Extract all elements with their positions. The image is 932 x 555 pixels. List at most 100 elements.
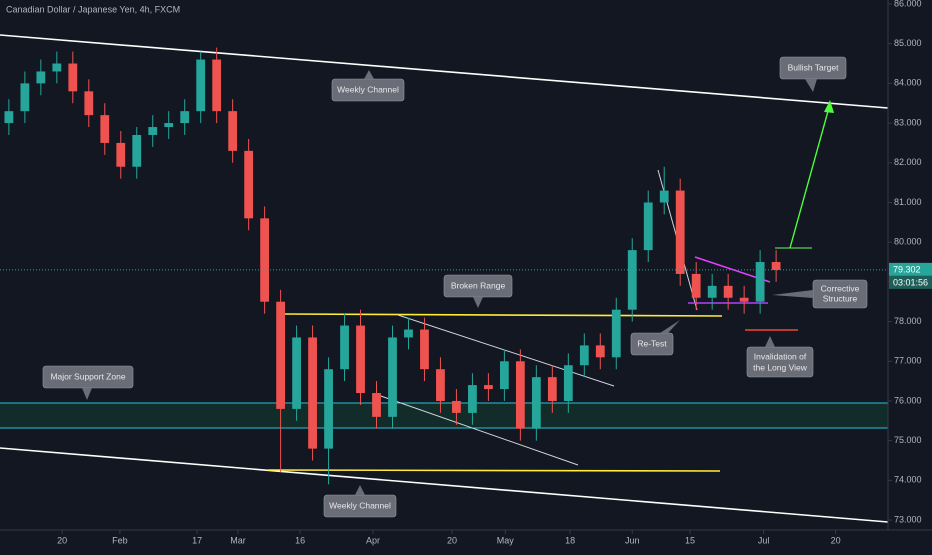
note-box	[630, 332, 674, 356]
candle-body	[627, 250, 637, 310]
flag-line	[397, 314, 615, 387]
x-tick-label: 17	[192, 535, 202, 545]
countdown-label: 03:01:56	[893, 277, 928, 287]
arrow-head	[824, 100, 834, 113]
candle-body	[20, 83, 30, 112]
x-tick-label: 20	[447, 535, 457, 545]
candle-body	[691, 273, 701, 298]
candle-body	[659, 190, 669, 203]
candle-body	[52, 63, 62, 72]
x-tick-label: 18	[565, 535, 575, 545]
candle-body	[723, 285, 733, 298]
candle-body	[372, 393, 381, 417]
candle-body	[164, 123, 174, 128]
x-tick-label: Feb	[112, 535, 128, 545]
last-price-box	[889, 262, 932, 276]
candle-body	[579, 345, 589, 366]
candle-body	[436, 369, 445, 401]
note-text: the Long View	[753, 362, 808, 372]
candle-body	[276, 301, 286, 409]
y-tick-label: 75.000	[894, 435, 922, 445]
note-text: Bullish Target	[788, 62, 840, 72]
candle-body	[388, 337, 397, 417]
candle-body	[180, 111, 190, 124]
note-text: Invalidation of	[754, 351, 807, 361]
note: Major Support Zone	[42, 365, 134, 400]
candle-body	[531, 377, 541, 429]
y-tick-label: 73.000	[894, 514, 922, 524]
note-pointer	[772, 290, 813, 298]
candle-body	[404, 329, 413, 338]
note-pointer	[473, 297, 483, 308]
note: Weekly Channel	[331, 70, 405, 102]
y-tick-label: 83.000	[894, 117, 922, 127]
candle-body	[643, 202, 653, 251]
note-pointer	[82, 388, 92, 400]
note-pointer	[805, 79, 817, 92]
candle-body	[484, 385, 493, 390]
note: Re-Test	[630, 320, 680, 356]
countdown-box	[889, 275, 932, 289]
candle-body	[244, 150, 254, 219]
candle-body	[611, 309, 621, 358]
y-tick-label: 81.000	[894, 197, 922, 207]
note-text: Corrective	[821, 283, 860, 293]
x-tick-label: Apr	[366, 535, 380, 545]
candle-body	[755, 262, 765, 302]
note-pointer	[355, 485, 365, 495]
candle-body	[675, 190, 685, 274]
candle-body	[148, 127, 158, 135]
candle-body	[196, 59, 206, 112]
note-pointer	[364, 70, 374, 79]
candle-body	[420, 329, 429, 370]
candles	[4, 47, 781, 485]
channel-line	[0, 34, 889, 109]
candle-body	[132, 134, 142, 167]
candle-body	[595, 345, 605, 358]
range-line	[282, 313, 723, 317]
note: Weekly Channel	[323, 485, 397, 518]
note-text: Major Support Zone	[50, 371, 125, 381]
y-tick-label: 74.000	[894, 475, 922, 485]
y-tick-label: 78.000	[894, 316, 922, 326]
candle-body	[260, 218, 270, 302]
y-tick-label: 76.000	[894, 395, 922, 405]
x-tick-label: Jul	[758, 535, 770, 545]
chart-title: Canadian Dollar / Japanese Yen, 4h, FXCM	[6, 4, 180, 14]
target-arrow	[789, 103, 831, 249]
candle-body	[308, 337, 317, 449]
candle-body	[36, 71, 46, 84]
candle-body	[4, 111, 14, 124]
candle-body	[499, 361, 509, 390]
candle-body	[100, 115, 110, 143]
candle-body	[340, 325, 349, 370]
note: Bullish Target	[779, 56, 847, 92]
note-pointer	[765, 336, 775, 347]
note: Invalidation of the Long View	[746, 336, 814, 378]
candle-body	[292, 337, 301, 409]
last-price-label: 79.302	[893, 264, 921, 274]
annotations: Weekly Channel Bullish Target Broken Ran…	[42, 56, 868, 518]
note-text: Weekly Channel	[337, 84, 399, 94]
candle-body	[547, 377, 557, 401]
candle-body	[452, 400, 461, 413]
note-pointer	[660, 320, 680, 333]
x-tick-label: 20	[57, 535, 67, 545]
y-tick-label: 85.000	[894, 38, 922, 48]
y-tick-label: 86.000	[894, 0, 922, 8]
x-tick-label: May	[497, 535, 515, 545]
candle-body	[739, 297, 749, 302]
y-tick-label: 84.000	[894, 78, 922, 88]
candle-body	[468, 385, 477, 413]
y-tick-label: 77.000	[894, 356, 922, 366]
candle-body	[515, 361, 525, 429]
support-zone	[0, 403, 888, 428]
flag-line	[377, 394, 579, 466]
drawings	[0, 34, 889, 523]
note-text: Broken Range	[451, 280, 506, 290]
note-box	[746, 346, 814, 378]
range-line	[267, 469, 721, 472]
y-tick-label: 82.000	[894, 157, 922, 167]
note: Corrective Structure	[772, 279, 868, 309]
x-tick-label: 16	[295, 535, 305, 545]
